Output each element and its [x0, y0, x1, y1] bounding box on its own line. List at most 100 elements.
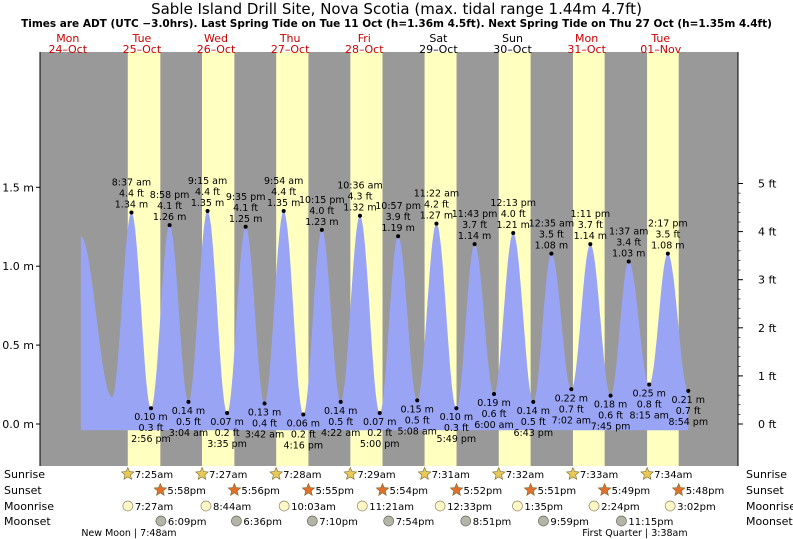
- high-tide-feet: 4.0 ft: [501, 209, 526, 220]
- low-tide-time: 3:42 am: [245, 429, 284, 440]
- day-name-label: Tue: [132, 32, 152, 45]
- low-tide-feet: 0.3 ft: [138, 423, 163, 434]
- moonset-icon: [460, 515, 472, 527]
- high-tide-point: [281, 208, 286, 213]
- high-tide-point: [588, 242, 593, 247]
- low-tide-feet: 0.6 ft: [481, 409, 506, 420]
- sunset-time: 5:48pm: [686, 486, 725, 497]
- moon-phase-label: New Moon | 7:48am: [81, 528, 176, 539]
- high-tide-time: 2:17 pm: [648, 219, 688, 230]
- low-tide-time: 2:56 pm: [131, 434, 171, 445]
- moonrise-time: 1:35pm: [524, 502, 563, 513]
- sunrise-time: 7:33am: [580, 470, 618, 481]
- row-label-right: Sunset: [746, 484, 784, 497]
- high-tide-feet: 3.5 ft: [539, 230, 564, 241]
- high-tide-point: [167, 223, 172, 228]
- low-tide-metres: 0.19 m: [477, 398, 510, 409]
- low-tide-metres: 0.21 m: [672, 395, 705, 406]
- high-tide-metres: 1.19 m: [381, 223, 414, 234]
- low-tide-metres: 0.14 m: [324, 406, 357, 417]
- high-tide-time: 12:13 pm: [490, 198, 536, 209]
- y-right-tick-label: 3 ft: [758, 274, 777, 287]
- moonrise-icon: [434, 500, 446, 512]
- low-tide-time: 5:00 pm: [360, 439, 400, 450]
- day-date-label: 27–Oct: [271, 43, 310, 56]
- moonset-time: 8:51pm: [473, 517, 512, 528]
- sunrise-icon: [195, 466, 209, 480]
- day-name-label: Wed: [204, 32, 228, 45]
- high-tide-metres: 1.14 m: [458, 231, 491, 242]
- moonrise-icon: [200, 500, 212, 512]
- low-tide-time: 5:49 pm: [437, 434, 477, 445]
- moonrise-time: 3:02pm: [677, 502, 716, 513]
- day-name-label: Mon: [575, 32, 598, 45]
- high-tide-metres: 1.26 m: [153, 212, 186, 223]
- low-tide-time: 6:00 am: [474, 420, 513, 431]
- high-tide-metres: 1.21 m: [496, 220, 529, 231]
- low-tide-time: 7:02 am: [552, 415, 591, 426]
- high-tide-metres: 1.08 m: [535, 241, 568, 252]
- sunset-icon: [227, 482, 242, 496]
- low-tide-point: [338, 399, 343, 404]
- low-tide-feet: 0.6 ft: [598, 411, 623, 422]
- low-tide-metres: 0.10 m: [134, 412, 167, 423]
- high-tide-time: 9:15 am: [188, 176, 227, 187]
- moonrise-time: 10:03am: [291, 502, 336, 513]
- sunset-time: 5:49pm: [612, 486, 651, 497]
- low-tide-point: [186, 399, 191, 404]
- row-label-right: Sunrise: [746, 468, 787, 481]
- high-tide-feet: 4.4 ft: [195, 187, 220, 198]
- sunset-icon: [523, 482, 538, 496]
- y-left-tick-label: 1.5 m: [2, 181, 34, 194]
- low-tide-metres: 0.22 m: [555, 393, 588, 404]
- row-label-left: Sunrise: [4, 468, 45, 481]
- high-tide-time: 10:36 am: [337, 181, 382, 192]
- moonrise-icon: [588, 500, 600, 512]
- low-tide-time: 4:22 am: [321, 428, 360, 439]
- high-tide-time: 1:37 am: [609, 226, 648, 237]
- moonset-icon: [538, 515, 549, 527]
- moonrise-icon: [512, 500, 523, 512]
- low-tide-point: [301, 412, 306, 417]
- high-tide-metres: 1.08 m: [651, 241, 684, 252]
- low-tide-point: [415, 398, 420, 403]
- sunset-time: 5:56pm: [241, 486, 280, 497]
- low-tide-metres: 0.13 m: [248, 407, 281, 418]
- y-right-tick-label: 1 ft: [758, 370, 777, 383]
- sunrise-icon: [120, 466, 135, 480]
- day-name-label: Thu: [279, 32, 301, 45]
- y-left-tick-label: 0.5 m: [2, 339, 34, 352]
- sunrise-time: 7:32am: [506, 470, 544, 481]
- low-tide-feet: 0.5 ft: [521, 417, 546, 428]
- day-date-label: 26–Oct: [197, 43, 236, 56]
- moonrise-icon: [122, 500, 134, 512]
- low-tide-feet: 0.7 ft: [559, 404, 584, 415]
- low-tide-time: 8:15 am: [629, 411, 668, 422]
- high-tide-point: [511, 231, 516, 236]
- low-tide-metres: 0.07 m: [210, 417, 243, 428]
- sunrise-time: 7:28am: [283, 470, 321, 481]
- high-tide-metres: 1.27 m: [420, 211, 453, 222]
- moonrise-icon: [664, 500, 676, 512]
- low-tide-time: 4:16 pm: [284, 441, 324, 452]
- y-left-tick-label: 0.0 m: [2, 418, 34, 431]
- high-tide-feet: 3.9 ft: [386, 212, 411, 223]
- low-tide-metres: 0.15 m: [400, 404, 433, 415]
- low-tide-metres: 0.10 m: [440, 412, 473, 423]
- sunset-icon: [449, 482, 464, 496]
- high-tide-time: 1:11 pm: [570, 209, 610, 220]
- moonrise-time: 2:24pm: [601, 502, 640, 513]
- moonset-time: 6:09pm: [168, 517, 207, 528]
- moonrise-time: 7:27am: [135, 502, 173, 513]
- moonset-icon: [231, 515, 242, 527]
- high-tide-time: 8:37 am: [112, 178, 151, 189]
- sunset-time: 5:55pm: [315, 486, 354, 497]
- sunset-icon: [671, 482, 686, 496]
- high-tide-feet: 4.1 ft: [157, 201, 182, 212]
- y-right-tick-label: 5 ft: [758, 178, 777, 191]
- sunset-time: 5:51pm: [538, 486, 577, 497]
- high-tide-point: [665, 251, 670, 256]
- high-tide-metres: 1.34 m: [115, 200, 148, 211]
- day-date-label: 31–Oct: [567, 43, 606, 56]
